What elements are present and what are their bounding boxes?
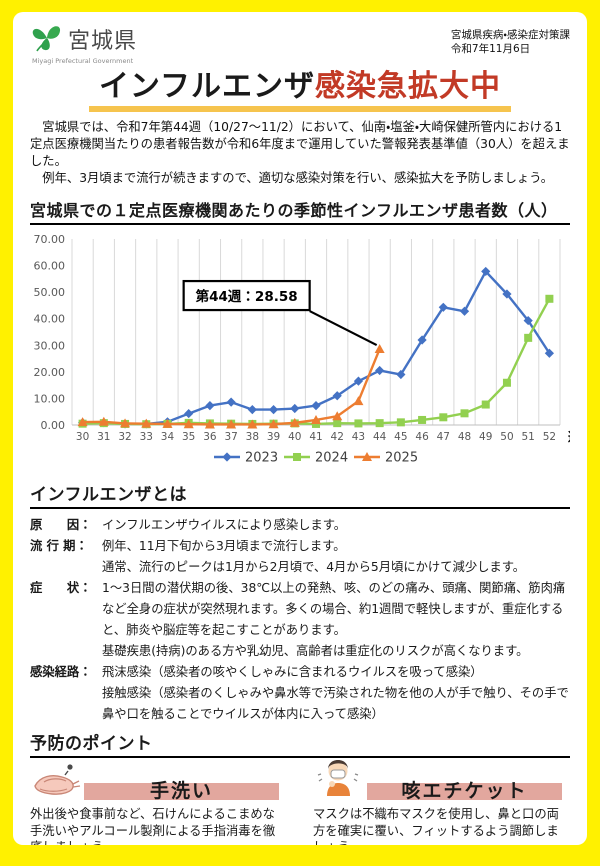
svg-text:20.00: 20.00 (34, 366, 66, 379)
svg-text:42: 42 (331, 431, 344, 443)
prevention-title: 咳エチケット (401, 780, 528, 803)
about-label: 症 状： (30, 581, 92, 595)
svg-text:37: 37 (224, 431, 237, 443)
svg-text:45: 45 (394, 431, 407, 443)
prevention-text: マスクは不織布マスクを使用し、鼻と口の両方を確実に覆い、フィットするよう調節しま… (313, 807, 559, 845)
title-red: 感染急拡大中 (315, 69, 502, 104)
prevention-heading: 予防のポイント (30, 729, 570, 758)
svg-text:47: 47 (437, 431, 450, 443)
svg-text:2023: 2023 (245, 451, 278, 466)
svg-text:34: 34 (161, 431, 175, 443)
about-list: 原 因： インフルエンザウイルスにより感染します。 流 行 期： 例年、11月下… (30, 515, 570, 725)
svg-text:39: 39 (267, 431, 280, 443)
about-line: 飛沫感染（感染者の咳やくしゃみに含まれるウイルスを吸って感染） (102, 665, 483, 679)
title-block: インフルエンザ感染急拡大中 (30, 69, 570, 112)
issue-date: 令和7年11月6日 (450, 43, 531, 55)
svg-text:50.00: 50.00 (34, 286, 66, 299)
issuer-info: 宮城県疾病・感染症対策課 令和7年11月6日 (451, 28, 570, 56)
header: 宮城県 Miyagi Prefectural Government 宮城県疾病・… (30, 22, 570, 65)
about-label: 原 因： (30, 518, 92, 532)
svg-text:49: 49 (479, 431, 492, 443)
logo-pref-name: 宮城県 (68, 29, 138, 54)
svg-text:32: 32 (118, 431, 131, 443)
about-row-symptoms: 症 状： 1～3日間の潜伏期の後、38℃以上の発熱、咳、のどの痛み、頭痛、関節痛… (30, 578, 570, 662)
svg-text:70.00: 70.00 (34, 233, 66, 246)
svg-text:33: 33 (140, 431, 153, 443)
svg-text:38: 38 (246, 431, 259, 443)
svg-text:46: 46 (415, 431, 429, 443)
svg-text:2025: 2025 (385, 451, 418, 466)
svg-text:30.00: 30.00 (34, 339, 66, 352)
about-line: 基礎疾患(持病)のある方や乳幼児、高齢者は重症化のリスクが高くなります。 (102, 644, 529, 658)
svg-text:週: 週 (568, 429, 570, 444)
about-line: インフルエンザウイルスにより感染します。 (102, 518, 347, 532)
svg-text:40: 40 (288, 431, 301, 443)
chart-heading: 宮城県での１定点医療機関あたりの季節性インフルエンザ患者数（人） (30, 197, 570, 225)
line-chart-svg: 0.00 10.00 20.00 30.00 40.00 50.00 60.00 70.00 3… (34, 233, 581, 466)
prevention-item-cough: 咳エチケット マスクは不織布マスクを使用し、鼻と口の両方を確実に覆い、フィットす… (313, 760, 570, 845)
about-line: 接触感染（感染者のくしゃみや鼻水等で汚染された物を他の人が手で触り、その手で鼻や… (102, 686, 569, 721)
about-row-transmission: 感染経路： 飛沫感染（感染者の咳やくしゃみに含まれるウイルスを吸って感染） 接触… (30, 662, 570, 725)
svg-text:2024: 2024 (315, 451, 348, 466)
about-label: 感染経路： (30, 665, 92, 679)
cough-etiquette-icon (315, 758, 361, 802)
svg-text:44: 44 (373, 431, 387, 443)
issuer-dept: 宮城県疾病・感染症対策課 (450, 29, 570, 41)
prevention-grid: 手洗い 外出後や食事前など、石けんによるこまめな手洗いやアルコール製剤による手指… (30, 760, 570, 845)
notice-sheet: 宮城県 Miyagi Prefectural Government 宮城県疾病・… (13, 12, 587, 845)
about-heading: インフルエンザとは (30, 480, 570, 509)
svg-text:50: 50 (500, 431, 513, 443)
intro-paragraph-2: 例年、3月頃まで流行が続きますので、適切な感染対策を行い、感染拡大を予防しましょ… (30, 171, 554, 185)
prevention-title: 手洗い (149, 780, 213, 803)
intro-text: 宮城県では、令和7年第44週（10/27～11/2）において、仙南・塩釜・大崎保… (30, 119, 570, 187)
title-banner (84, 783, 279, 800)
miyagi-emblem-icon (30, 22, 64, 56)
svg-text:43: 43 (352, 431, 365, 443)
about-line: 1～3日間の潜伏期の後、38℃以上の発熱、咳、のどの痛み、頭痛、関節痛、筋肉痛な… (102, 581, 566, 637)
intro-paragraph-1: 宮城県では、令和7年第44週（10/27～11/2）において、仙南・塩釜・大崎保… (30, 120, 570, 168)
about-label: 流 行 期： (30, 539, 88, 553)
about-row-season: 流 行 期： 例年、11月下旬から3月頃まで流行します。 通常、流行のピークは1… (30, 536, 570, 578)
svg-text:35: 35 (182, 431, 195, 443)
svg-text:10.00: 10.00 (34, 392, 66, 405)
prevention-text: 外出後や食事前など、石けんによるこまめな手洗いやアルコール製剤による手指消毒を徹… (30, 807, 276, 845)
logo-subtitle: Miyagi Prefectural Government (32, 57, 134, 65)
about-line: 例年、11月下旬から3月頃まで流行します。 (102, 539, 346, 553)
miyagi-logo: 宮城県 Miyagi Prefectural Government (30, 22, 137, 65)
svg-text:0.00: 0.00 (41, 419, 66, 432)
page-title: インフルエンザ感染急拡大中 (88, 69, 512, 112)
svg-text:52: 52 (543, 431, 556, 443)
svg-text:第44週：28.58: 第44週：28.58 (196, 288, 298, 305)
svg-text:36: 36 (203, 431, 217, 443)
title-banner (367, 783, 562, 800)
svg-text:60.00: 60.00 (34, 260, 66, 273)
influenza-chart: 0.00 10.00 20.00 30.00 40.00 50.00 60.00 70.00 3… (30, 229, 581, 474)
about-line: 通常、流行のピークは1月から2月頃で、4月から5月頃にかけて減少します。 (102, 560, 526, 574)
title-black: インフルエンザ (98, 69, 316, 104)
about-row-cause: 原 因： インフルエンザウイルスにより感染します。 (30, 515, 570, 536)
svg-text:30: 30 (76, 431, 89, 443)
svg-text:48: 48 (458, 431, 471, 443)
handwash-icon (32, 762, 82, 802)
svg-text:40.00: 40.00 (34, 313, 66, 326)
svg-text:51: 51 (521, 431, 534, 443)
svg-text:41: 41 (309, 431, 322, 443)
prevention-item-handwash: 手洗い 外出後や食事前など、石けんによるこまめな手洗いやアルコール製剤による手指… (30, 764, 287, 845)
svg-text:31: 31 (97, 431, 110, 443)
